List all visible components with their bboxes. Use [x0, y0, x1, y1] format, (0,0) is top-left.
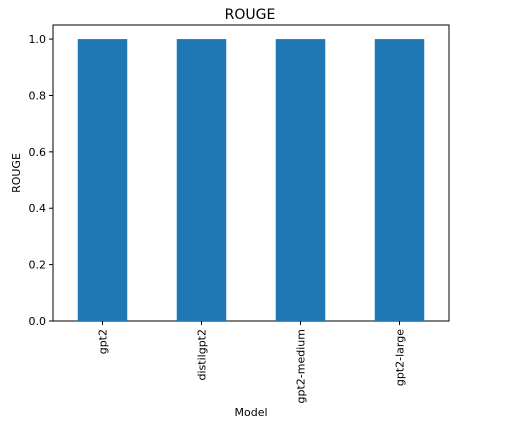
y-tick-label: 0.4 [29, 202, 47, 215]
plot-area-frame [52, 24, 450, 322]
x-tick-label: gpt2-medium [295, 329, 308, 403]
y-tick-label: 0.6 [29, 146, 47, 159]
bar-distilgpt2 [176, 39, 227, 321]
bar-gpt2-large [374, 39, 425, 321]
y-tick-label: 1.0 [29, 33, 47, 46]
y-tick-label: 0.2 [29, 259, 47, 272]
chart-title: ROUGE [225, 7, 276, 23]
bars-group [77, 39, 425, 321]
y-tick-label: 0.8 [29, 89, 47, 102]
x-axis-label: Model [234, 406, 267, 419]
x-tick-label: distilgpt2 [196, 329, 209, 380]
y-tick-label: 0.0 [29, 315, 47, 328]
y-axis-label: ROUGE [10, 153, 23, 193]
x-tick-label: gpt2 [97, 329, 110, 354]
bar-gpt2 [77, 39, 128, 321]
y-axis-ticks: 0.0 0.2 0.4 0.6 0.8 1.0 [29, 33, 53, 328]
x-tick-label: gpt2-large [394, 329, 407, 386]
x-axis-ticks: gpt2 distilgpt2 gpt2-medium gpt2-large [97, 321, 407, 403]
bar-gpt2-medium [275, 39, 326, 321]
